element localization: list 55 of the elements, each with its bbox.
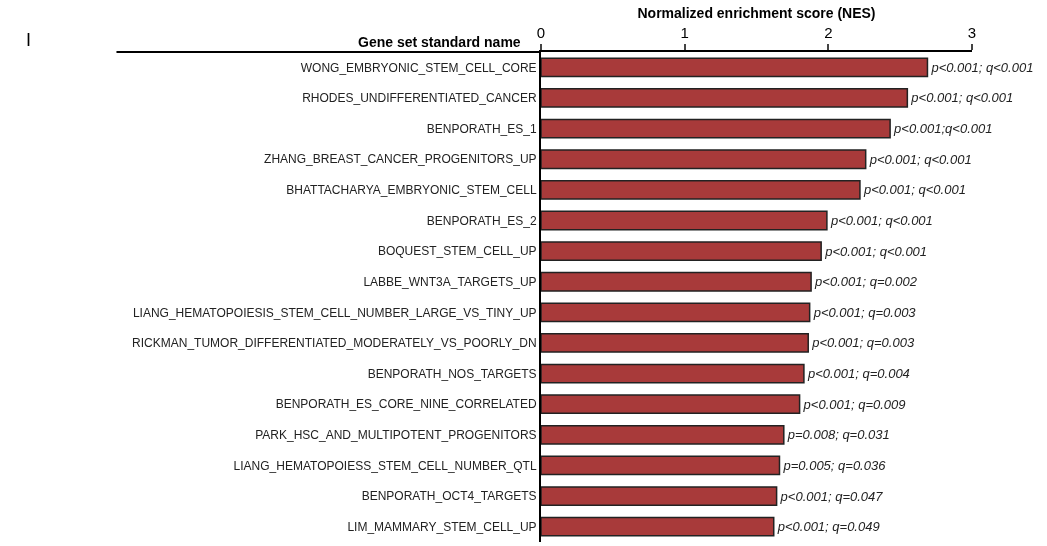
bar <box>541 333 809 353</box>
x-tick-label: 1 <box>680 24 689 41</box>
bar <box>541 271 812 292</box>
bar <box>541 424 785 445</box>
bar <box>541 118 891 139</box>
data-label: p<0.001; q<0.001 <box>824 243 928 259</box>
y-tick-label: BHATTACHARYA_EMBRYONIC_STEM_CELL <box>286 183 537 198</box>
y-tick-label: RICKMAN_TUMOR_DIFFERENTIATED_MODERATELY_VS_POORLY_DN <box>132 336 537 351</box>
x-axis-title: Normalized enrichment score (NES) <box>637 5 876 22</box>
data-label: p<0.001;q<0.001 <box>893 121 993 137</box>
data-label: p=0.005; q=0.036 <box>782 457 887 473</box>
y-tick-label: LIANG_HEMATOPOIESS_STEM_CELL_NUMBER_QTL <box>233 458 537 473</box>
bar <box>541 363 805 384</box>
bar <box>541 455 781 476</box>
y-tick-label: BENPORATH_NOS_TARGETS <box>367 366 537 381</box>
y-tick-label: BOQUEST_STEM_CELL_UP <box>377 244 537 259</box>
bar <box>541 57 929 78</box>
data-label: p<0.001; q=0.047 <box>779 488 884 504</box>
bar <box>541 88 909 108</box>
y-tick-label: WONG_EMBRYONIC_STEM_CELL_CORE <box>300 60 537 75</box>
y-tick-label: PARK_HSC_AND_MULTIPOTENT_PROGENITORS <box>255 428 537 443</box>
bar <box>541 241 822 261</box>
bar <box>541 149 867 170</box>
y-tick-label: LABBE_WNT3A_TARGETS_UP <box>363 274 537 289</box>
y-tick-label: BENPORATH_ES_CORE_NINE_CORRELATED <box>275 397 537 412</box>
bar <box>541 394 801 415</box>
y-axis-title: Gene set standard name <box>358 34 521 50</box>
data-label: p<0.001; q=0.004 <box>806 366 910 382</box>
bar <box>541 210 828 231</box>
data-label: p<0.001; q<0.001 <box>862 182 966 198</box>
y-tick-label: BENPORATH_ES_1 <box>426 121 537 136</box>
data-label: p=0.008; q=0.031 <box>786 427 890 443</box>
data-label: p<0.001; q<0.001 <box>829 212 933 228</box>
x-tick-label: 0 <box>536 24 546 41</box>
y-tick-label: LIANG_HEMATOPOIESIS_STEM_CELL_NUMBER_LARGE_VS_TINY_UP <box>132 305 537 320</box>
data-label: p<0.001; q=0.003 <box>811 335 915 351</box>
data-label: p<0.001; q=0.003 <box>812 304 917 320</box>
data-label: p<0.001; q=0.049 <box>776 519 880 535</box>
data-label: p<0.001; q<0.001 <box>930 59 1034 75</box>
bar <box>541 486 778 506</box>
y-tick-label: ZHANG_BREAST_CANCER_PROGENITORS_UP <box>264 152 537 167</box>
x-tick-label: 2 <box>824 24 833 41</box>
data-label: p<0.001; q=0.009 <box>802 396 906 412</box>
data-label: p<0.001; q<0.001 <box>868 151 972 167</box>
data-label: p<0.001; q=0.002 <box>814 274 918 290</box>
text: I <box>26 30 32 50</box>
bar <box>541 179 861 200</box>
data-label: p<0.001; q<0.001 <box>910 90 1014 106</box>
y-tick-label: BENPORATH_OCT4_TARGETS <box>361 489 537 504</box>
bar <box>541 302 811 323</box>
y-tick-label: BENPORATH_ES_2 <box>426 213 537 228</box>
y-tick-label: LIM_MAMMARY_STEM_CELL_UP <box>347 519 537 534</box>
bar <box>541 516 775 537</box>
y-tick-label: RHODES_UNDIFFERENTIATED_CANCER <box>302 91 537 106</box>
x-tick-label: 3 <box>967 24 977 41</box>
